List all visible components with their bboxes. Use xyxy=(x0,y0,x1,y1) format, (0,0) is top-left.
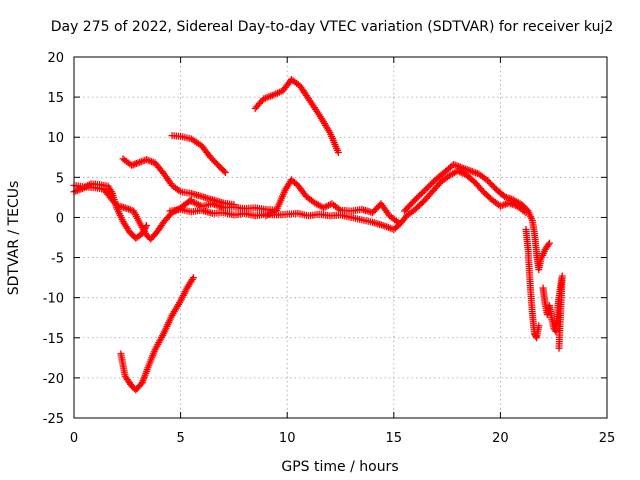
data-point xyxy=(220,167,228,175)
y-tick-label: -15 xyxy=(43,332,64,347)
y-tick-labels: -25 -20 -15 -10 -5 0 5 10 15 20 xyxy=(43,51,64,427)
series-arc-4 xyxy=(168,132,229,177)
data-point xyxy=(394,218,402,226)
data-point xyxy=(334,148,342,156)
x-tick-label: 25 xyxy=(599,431,616,446)
y-tick-label: 10 xyxy=(47,131,64,146)
x-tick-label: 5 xyxy=(176,431,184,446)
series-arc-5 xyxy=(251,75,342,156)
data-marks xyxy=(70,75,566,394)
x-tick-label: 15 xyxy=(386,431,403,446)
series-arc-7 xyxy=(166,167,530,233)
series-arc-11 xyxy=(522,225,543,342)
series-arc-10 xyxy=(400,160,553,274)
series-arc-3 xyxy=(119,155,238,209)
y-axis-title: SDTVAR / TECUs xyxy=(6,181,22,296)
y-tick-label: -10 xyxy=(43,292,64,307)
x-tick-label: 10 xyxy=(279,431,296,446)
data-point xyxy=(555,344,563,352)
data-point xyxy=(273,206,281,214)
data-point xyxy=(544,241,552,249)
x-axis-title: GPS time / hours xyxy=(281,459,398,475)
y-tick-label: 5 xyxy=(56,171,64,186)
x-tick-label: 0 xyxy=(70,431,78,446)
data-point xyxy=(545,239,553,247)
y-tick-label: 20 xyxy=(47,51,64,66)
y-tick-label: -25 xyxy=(43,412,64,427)
chart-title: Day 275 of 2022, Sidereal Day-to-day VTE… xyxy=(51,19,614,35)
plot-frame xyxy=(73,56,608,419)
grid xyxy=(74,57,607,418)
data-point xyxy=(189,274,197,282)
y-tick-label: 15 xyxy=(47,91,64,106)
y-tick-label: 0 xyxy=(56,211,64,226)
data-point xyxy=(221,169,229,177)
series-arc-12 xyxy=(539,272,566,352)
series-arc-6 xyxy=(117,274,197,394)
series-arc-9 xyxy=(187,197,281,214)
y-tick-label: -20 xyxy=(43,372,64,387)
data-point xyxy=(535,322,543,330)
x-tick-labels: 0 5 10 15 20 25 xyxy=(70,431,615,446)
axis-ticks xyxy=(73,56,608,419)
y-tick-label: -5 xyxy=(51,252,64,267)
x-tick-label: 20 xyxy=(492,431,509,446)
